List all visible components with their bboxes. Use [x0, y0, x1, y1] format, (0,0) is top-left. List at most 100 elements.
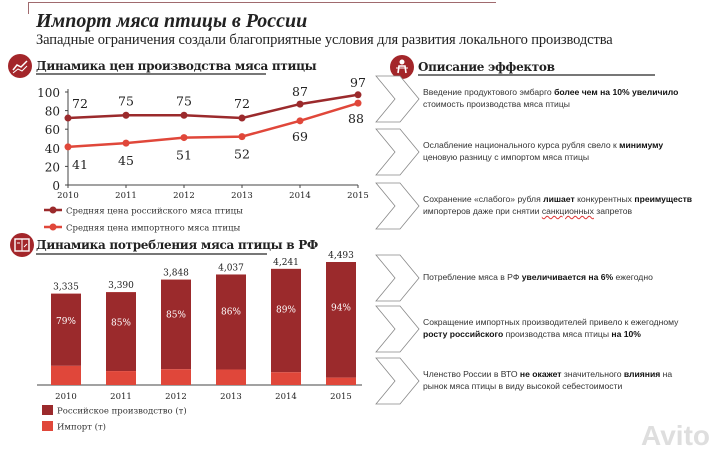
bar-domestic	[106, 292, 136, 372]
series-line-0	[67, 93, 359, 120]
watermark: Avito	[641, 420, 710, 451]
top-rule-tick	[28, 2, 29, 14]
effect-text-part: производства мяса птицы	[503, 329, 612, 339]
legend-marker	[49, 206, 57, 214]
chevron-right-icon	[375, 357, 420, 405]
effect-emphasis: на 10%	[611, 329, 641, 339]
data-point	[180, 134, 188, 142]
effect-text: Введение продуктового эмбарго более чем …	[423, 75, 693, 121]
legend-label: Импорт (т)	[57, 422, 106, 433]
effect-text-part: Сокращение импортных производителей прив…	[423, 317, 679, 327]
share-label: 86%	[221, 307, 241, 317]
effects-section-title: Описание эффектов	[418, 60, 555, 74]
chevron-right-icon	[375, 75, 420, 123]
effect-emphasis: более чем на 10% увеличило	[554, 87, 679, 97]
data-label: 41	[72, 157, 88, 172]
effect-item: Сокращение импортных производителей прив…	[375, 305, 715, 353]
chevron-right-icon	[375, 254, 420, 302]
page-subtitle: Западные ограничения создали благоприятн…	[36, 32, 613, 48]
effect-text: Потребление мяса в РФ увеличивается на 6…	[423, 254, 693, 300]
data-label: 87	[292, 84, 308, 99]
x-tick-label: 2012	[173, 191, 195, 201]
y-tick-label: 60	[45, 123, 60, 137]
effect-item: Введение продуктового эмбарго более чем …	[375, 75, 715, 123]
prices-section-rule	[36, 73, 266, 75]
effect-text-content: Сохранение «слабого» рубля лишает конкур…	[423, 193, 693, 217]
data-point	[296, 100, 304, 108]
y-tick-label: 0	[52, 179, 60, 193]
data-point	[354, 99, 362, 107]
data-point	[122, 111, 130, 119]
effect-text-content: Ослабление национального курса рубля све…	[423, 139, 693, 163]
effect-text-content: Членство России в ВТО не окажет значител…	[423, 368, 693, 392]
effect-text: Членство России в ВТО не окажет значител…	[423, 357, 693, 403]
x-tick-label: 2013	[220, 392, 242, 402]
bar-domestic	[271, 268, 301, 373]
x-tick-label: 2015	[330, 392, 352, 402]
x-tick-label: 2010	[55, 392, 77, 402]
effect-emphasis: преимуществ	[634, 194, 693, 204]
data-point	[296, 117, 304, 125]
series-line-1	[67, 101, 359, 149]
legend-marker	[49, 223, 57, 231]
data-label: 75	[176, 93, 192, 108]
bar-import-segment	[216, 369, 246, 385]
share-label: 94%	[331, 304, 351, 314]
effect-text-part: Ослабление национального курса рубля све…	[423, 140, 620, 150]
effect-text: Ослабление национального курса рубля све…	[423, 128, 693, 174]
bar-domestic	[326, 262, 356, 378]
x-tick-label: 2013	[231, 191, 253, 201]
page-title: Импорт мяса птицы в России	[36, 10, 308, 32]
data-label: 88	[348, 111, 364, 126]
data-point	[122, 139, 130, 147]
effect-text-part: Членство России в ВТО	[423, 369, 520, 379]
effect-text-part: ценовую разницу с импортом мяса птицы	[423, 152, 590, 162]
bar-import-segment	[161, 369, 191, 385]
report-icon	[10, 233, 34, 257]
bar-domestic	[161, 279, 191, 370]
effect-text-part: значительного	[561, 369, 624, 379]
chevron-right-icon	[375, 182, 420, 230]
data-point	[180, 111, 188, 119]
bar-import-segment	[326, 377, 356, 385]
y-tick-label: 20	[45, 160, 60, 174]
x-tick-label: 2012	[165, 392, 187, 402]
x-tick-label: 2011	[110, 392, 132, 402]
chevron-right-icon	[375, 128, 420, 176]
data-point	[238, 114, 246, 122]
share-label: 89%	[276, 305, 296, 315]
data-label: 51	[176, 148, 192, 163]
bar-import-segment	[106, 371, 136, 385]
y-tick-label: 80	[45, 105, 60, 119]
effect-text: Сокращение импортных производителей прив…	[423, 305, 693, 351]
consumption-section-rule	[36, 253, 267, 255]
total-label: 4,493	[328, 251, 354, 261]
data-label: 69	[292, 129, 308, 144]
effect-item: Членство России в ВТО не окажет значител…	[375, 357, 715, 405]
bar-import-segment	[271, 372, 301, 385]
effect-emphasis: лишает	[543, 194, 575, 204]
share-label: 85%	[166, 310, 186, 320]
effect-emphasis: увеличивается на 6%	[521, 272, 614, 282]
legend-label: Средняя цена российского мяса птицы	[66, 207, 243, 217]
x-tick-label: 2015	[347, 191, 369, 201]
effect-text-content: Потребление мяса в РФ увеличивается на 6…	[423, 271, 653, 283]
legend-swatch	[42, 421, 53, 431]
effect-text-part: санкционных	[541, 206, 594, 216]
share-label: 85%	[111, 318, 131, 328]
effect-emphasis: минимуму	[619, 140, 664, 150]
data-label: 52	[234, 147, 250, 162]
data-label: 45	[118, 153, 134, 168]
effect-emphasis: влияния	[623, 369, 661, 379]
total-label: 3,335	[53, 283, 79, 293]
person-at-desk-icon	[390, 55, 414, 79]
y-tick-label: 100	[37, 86, 60, 100]
bar-import-segment	[51, 365, 81, 385]
effect-item: Потребление мяса в РФ увеличивается на 6…	[375, 254, 715, 302]
effects-section-rule	[418, 74, 655, 76]
effect-text-part: Потребление мяса в РФ	[423, 272, 522, 282]
effect-item: Ослабление национального курса рубля све…	[375, 128, 715, 176]
